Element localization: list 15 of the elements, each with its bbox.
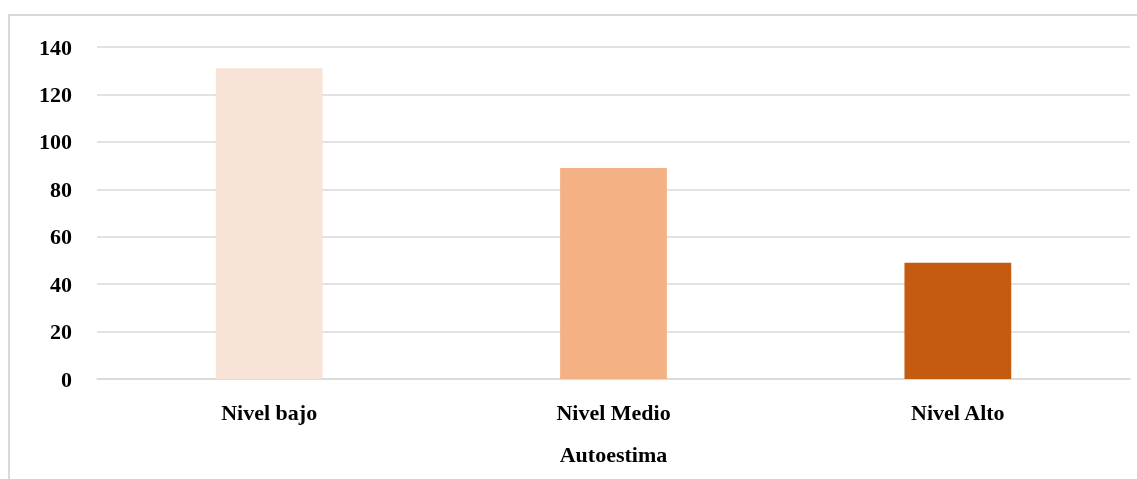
y-tick-label: 140 [39,34,72,60]
x-axis-title: Autoestima [559,441,668,467]
y-tick-label: 0 [61,366,72,392]
y-tick-label: 60 [50,224,72,250]
x-tick-label: Nivel Alto [911,399,1005,425]
y-tick-label: 120 [39,81,72,107]
bar [560,167,667,379]
y-tick-label: 20 [50,319,72,345]
y-tick-label: 80 [50,176,72,202]
bar [215,68,323,379]
y-tick-label: 40 [50,271,72,297]
x-tick-label: Nivel Medio [556,399,671,425]
x-tick-label: Nivel bajo [221,399,318,425]
bar [904,262,1012,379]
y-tick-label: 100 [39,129,72,155]
